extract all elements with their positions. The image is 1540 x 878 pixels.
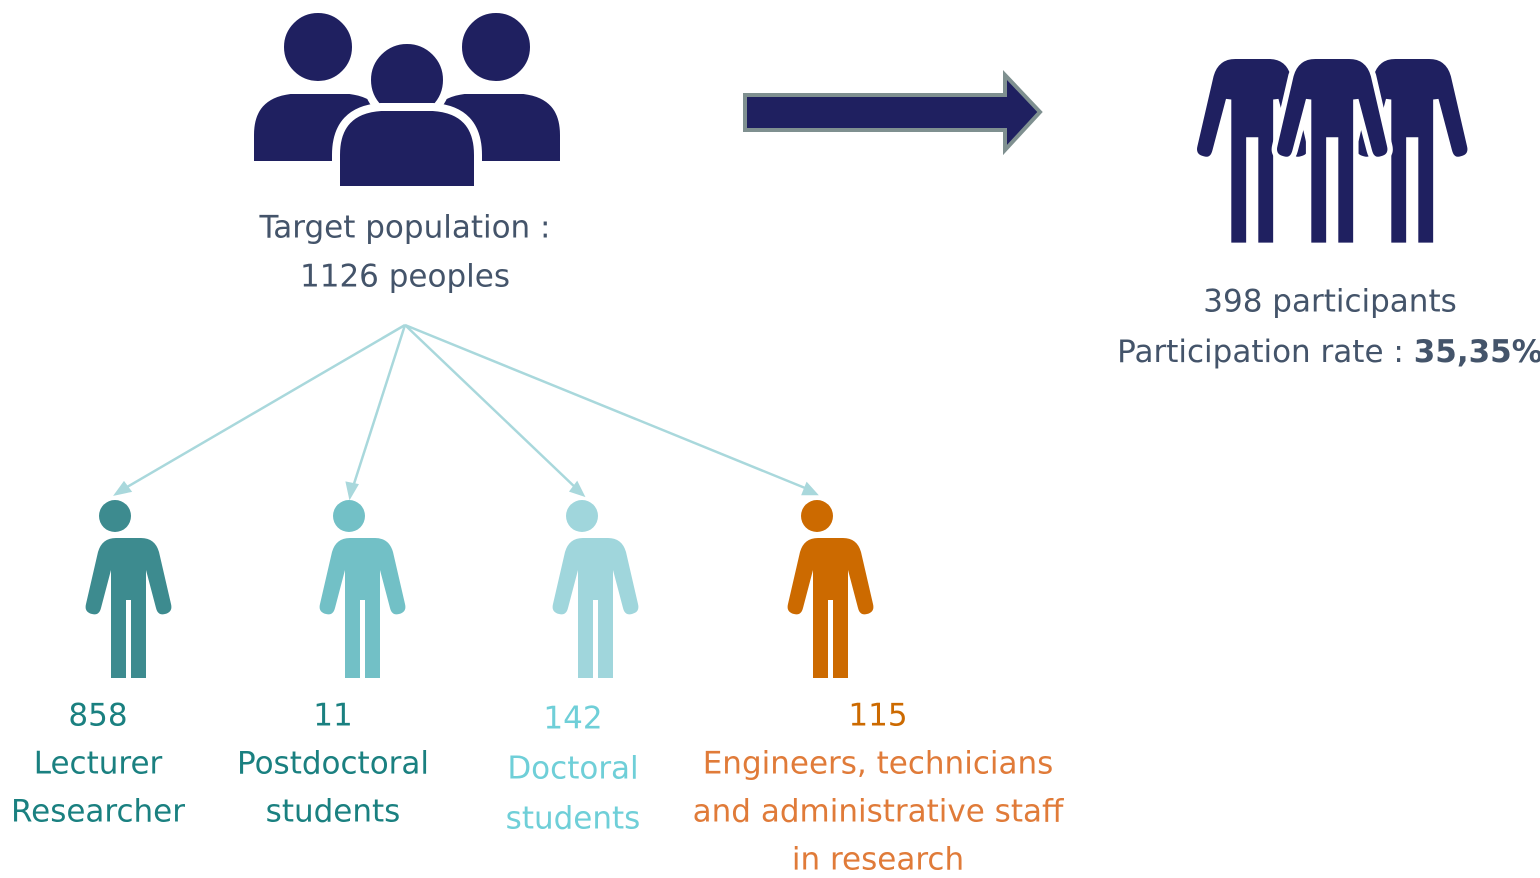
group-count: 115: [848, 698, 907, 734]
group-label: in research: [792, 842, 964, 878]
group-label: Doctoral: [507, 751, 638, 787]
group-label: students: [266, 794, 401, 830]
person-icons: [85, 500, 874, 678]
group-labels: 858 Lecturer Researcher 11 Postdoctoral stude…: [11, 698, 1064, 878]
group-count: 142: [543, 701, 602, 737]
rate-label: Participation rate :: [1117, 334, 1404, 370]
target-line2: 1126 peoples: [300, 259, 510, 295]
group-label: Postdoctoral: [237, 746, 429, 782]
group-count: 858: [68, 698, 127, 734]
branches: [113, 323, 819, 501]
result-rate: Participation rate : 35,35%: [1117, 334, 1540, 370]
group-label: students: [506, 801, 641, 837]
result-line1: 398 participants: [1203, 284, 1457, 320]
group-label: Engineers, technicians: [703, 746, 1054, 782]
participants-icon: [1194, 56, 1470, 245]
arrow: [743, 69, 1043, 156]
group-label: Lecturer: [34, 746, 163, 782]
group-label: and administrative staff: [693, 794, 1064, 830]
target-line1: Target population :: [258, 210, 550, 246]
group-icon: [246, 5, 568, 194]
group-label: Researcher: [11, 794, 185, 830]
group-count: 11: [313, 698, 352, 734]
rate-value: 35,35%: [1414, 334, 1540, 370]
